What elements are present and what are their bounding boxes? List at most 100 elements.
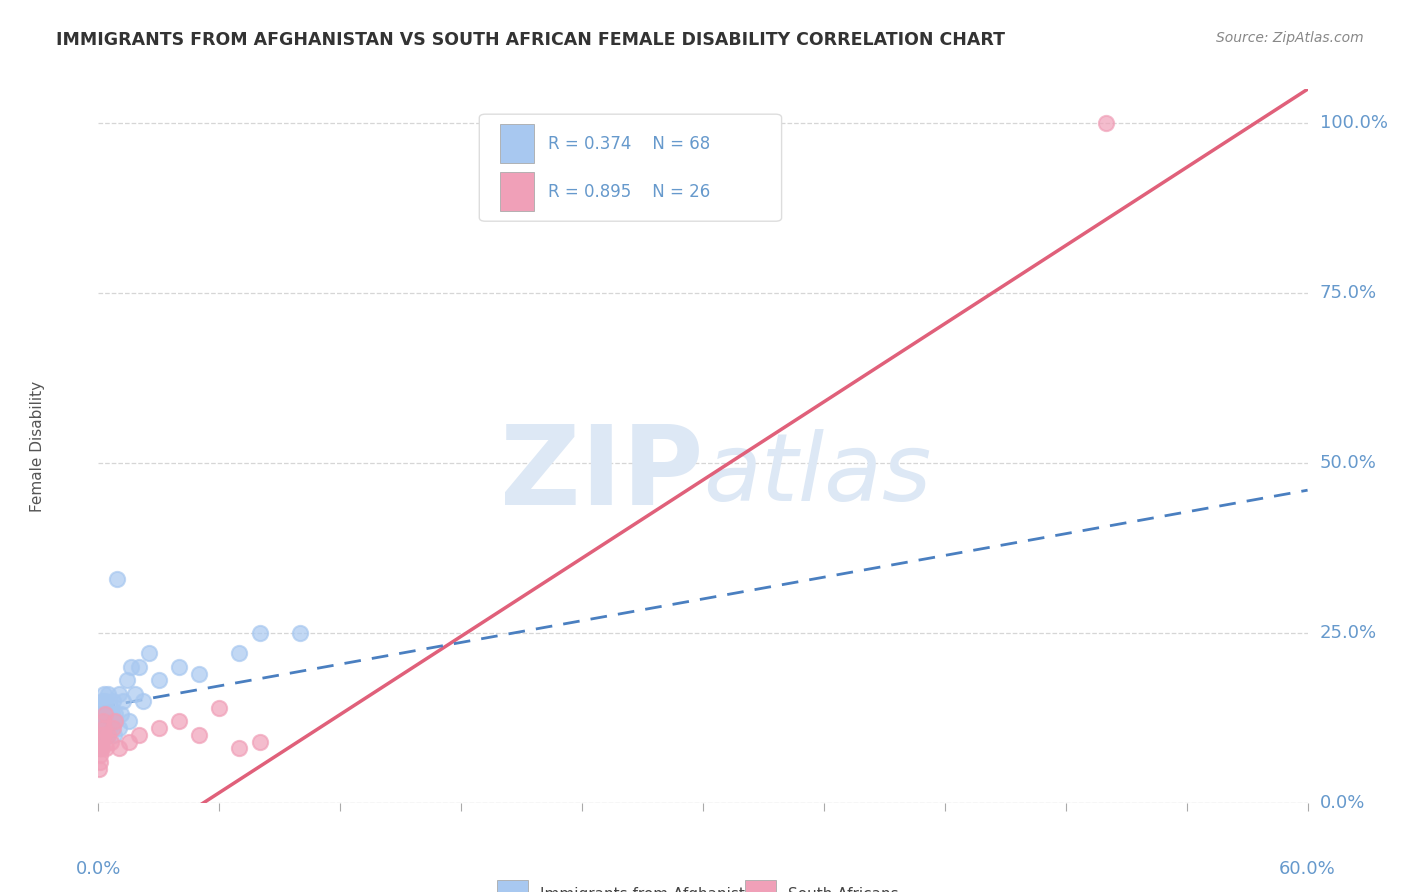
Text: Female Disability: Female Disability — [31, 380, 45, 512]
Point — [96, 721, 118, 735]
Text: ZIP: ZIP — [499, 421, 703, 528]
Point — [94, 714, 117, 729]
Point — [96, 700, 118, 714]
Point — [91, 728, 114, 742]
Point — [89, 734, 111, 748]
Point — [110, 707, 132, 722]
Point — [89, 741, 111, 756]
Point — [111, 694, 134, 708]
Point — [89, 748, 111, 763]
Point — [208, 700, 231, 714]
Point — [249, 734, 271, 748]
Point — [89, 721, 111, 735]
Point — [91, 721, 114, 735]
Point — [101, 694, 124, 708]
Point — [167, 660, 190, 674]
Point — [103, 714, 125, 729]
Point — [96, 728, 118, 742]
Point — [103, 707, 125, 722]
FancyBboxPatch shape — [479, 114, 782, 221]
Point — [167, 714, 190, 729]
Point — [94, 714, 117, 729]
Text: 25.0%: 25.0% — [1320, 624, 1376, 642]
Point — [124, 687, 146, 701]
Text: Immigrants from Afghanistan: Immigrants from Afghanistan — [540, 887, 763, 892]
Point — [103, 728, 125, 742]
Point — [100, 734, 122, 748]
Point — [107, 687, 129, 701]
Point — [89, 755, 111, 769]
Point — [1095, 116, 1118, 130]
Point — [90, 714, 112, 729]
Point — [93, 700, 115, 714]
Point — [249, 626, 271, 640]
Point — [90, 741, 112, 756]
Text: 0.0%: 0.0% — [76, 860, 121, 878]
Point — [107, 721, 129, 735]
Point — [93, 707, 115, 722]
Point — [91, 728, 114, 742]
Point — [115, 673, 138, 688]
Point — [188, 728, 211, 742]
Text: 75.0%: 75.0% — [1320, 284, 1376, 302]
Point — [97, 728, 120, 742]
Point — [90, 734, 112, 748]
Point — [89, 728, 111, 742]
Text: 0.0%: 0.0% — [1320, 794, 1365, 812]
Text: 60.0%: 60.0% — [1279, 860, 1336, 878]
Point — [90, 734, 112, 748]
Point — [89, 734, 111, 748]
Point — [93, 721, 115, 735]
Text: South Africans: South Africans — [787, 887, 898, 892]
Point — [148, 721, 170, 735]
Point — [96, 741, 118, 756]
Point — [228, 646, 250, 660]
Point — [100, 714, 122, 729]
Point — [91, 694, 114, 708]
Point — [107, 741, 129, 756]
Point — [105, 572, 128, 586]
Point — [90, 714, 112, 729]
Point — [93, 714, 115, 729]
Point — [91, 714, 114, 729]
Point — [90, 734, 112, 748]
Point — [97, 728, 120, 742]
Point — [94, 694, 117, 708]
FancyBboxPatch shape — [501, 124, 534, 163]
Point — [118, 714, 141, 729]
Text: 50.0%: 50.0% — [1320, 454, 1376, 472]
Point — [97, 707, 120, 722]
Text: atlas: atlas — [703, 429, 931, 520]
Point — [89, 707, 111, 722]
Point — [228, 741, 250, 756]
Point — [91, 707, 114, 722]
Point — [90, 721, 112, 735]
Point — [288, 626, 311, 640]
Point — [98, 721, 121, 735]
Point — [93, 700, 115, 714]
Point — [90, 728, 112, 742]
Point — [89, 728, 111, 742]
FancyBboxPatch shape — [501, 172, 534, 211]
Text: R = 0.895    N = 26: R = 0.895 N = 26 — [548, 183, 710, 201]
Point — [96, 714, 118, 729]
Point — [91, 741, 114, 756]
FancyBboxPatch shape — [745, 880, 776, 892]
Point — [91, 707, 114, 722]
Point — [94, 721, 117, 735]
Point — [93, 728, 115, 742]
Point — [100, 707, 122, 722]
Point — [89, 741, 111, 756]
Point — [93, 687, 115, 701]
Point — [100, 700, 122, 714]
Point — [90, 700, 112, 714]
Point — [128, 728, 150, 742]
Text: Source: ZipAtlas.com: Source: ZipAtlas.com — [1216, 31, 1364, 45]
Point — [94, 707, 117, 722]
Point — [148, 673, 170, 688]
Point — [90, 721, 112, 735]
Point — [103, 714, 125, 729]
Text: R = 0.374    N = 68: R = 0.374 N = 68 — [548, 136, 710, 153]
Point — [120, 660, 142, 674]
Point — [101, 721, 124, 735]
